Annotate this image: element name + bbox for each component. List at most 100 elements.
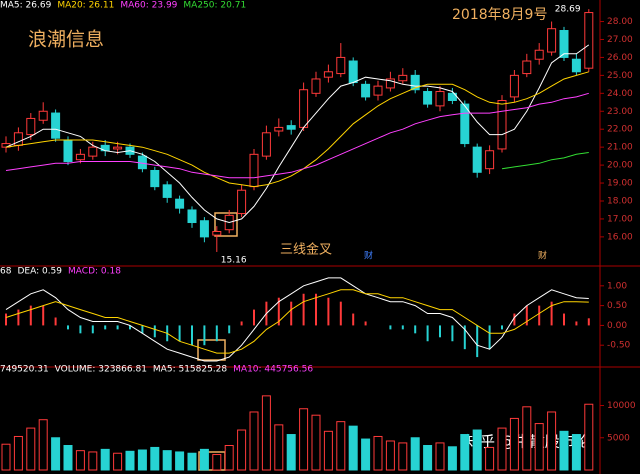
candle-body [435,91,445,107]
event-marker: 财 [538,250,547,262]
volume-bar [100,448,110,471]
volume-bar [261,395,271,471]
candle-body [162,184,172,198]
indicator-line [5,277,589,362]
y-tick-label: 22.00 [607,125,633,135]
volume-bar [447,446,457,471]
candle-body [299,89,309,128]
y-tick-label: 10000 [607,401,636,411]
candle-body [348,60,358,84]
volume-bar [534,423,544,471]
y-tick-label: 24.00 [607,89,633,99]
candle-body [559,30,569,58]
candle-body [212,230,222,236]
candle-body [150,169,160,188]
candle-body [311,78,321,94]
candle-body [547,28,557,53]
volume-bar [175,451,185,471]
volume-bar [299,408,309,471]
volume-bar [423,445,433,471]
volume-bar [274,424,284,471]
candle-body [26,117,36,136]
legend-entry: DEA: 0.59 [17,267,62,277]
y-tick-label: 21.00 [607,143,633,153]
volume-bar [212,454,222,471]
y-tick-label: 19.00 [607,179,633,189]
legend-entry: MA20: 26.11 [57,1,114,11]
y-tick-label: 27.00 [607,35,633,45]
volume-bar [125,450,135,471]
y-tick-label: 5000 [607,433,630,443]
volume-bar [398,442,408,471]
candle-body [274,126,284,132]
candle-body [237,189,247,215]
volume-bar [547,411,557,471]
y-tick-label: 26.00 [607,53,633,63]
volume-bar [137,449,147,471]
candle-body [88,146,98,157]
y-tick-label: -0.50 [607,341,631,351]
y-tick-label: 18.00 [607,196,633,206]
candle-body [175,198,185,209]
candle-body [63,139,73,163]
y-tick-label: 1.00 [607,281,627,291]
volume-bar [559,430,569,471]
volume-bar [361,438,371,471]
volume-bar [26,427,36,471]
volume-bar [509,417,519,471]
y-tick-label: 17.00 [607,214,633,224]
volume-bar [410,437,420,471]
volume-bar [435,442,445,471]
volume-bar [38,419,48,471]
volume-bar [51,437,61,471]
event-marker: 财 [364,250,373,262]
candle-body [460,103,470,145]
candle-body [385,78,395,89]
indicator-line [501,152,589,170]
y-tick-label: 23.00 [607,107,633,117]
y-tick-label: 28.00 [607,17,633,27]
y-tick-label: 16.00 [607,232,633,242]
volume-bar [187,452,197,471]
candle-body [509,74,519,98]
highlight-box [214,212,238,237]
volume-bar [63,445,73,471]
highlight-box [197,339,226,361]
volume-bar [224,445,234,471]
legend-entry: MA10: 445756.56 [233,365,313,375]
volume-bar [88,451,98,471]
candle-body [323,71,333,78]
volume-bar [385,440,395,471]
volume-bar [584,403,594,471]
candle-body [75,153,85,161]
volume-bar [162,450,172,471]
candle-body [584,12,594,69]
low-label: 15.16 [221,255,247,265]
indicator-line [5,92,589,179]
volume-bar [460,434,470,471]
candle-body [361,83,371,98]
volume-bar [1,443,11,471]
candle-body [249,153,259,188]
candle-body [522,60,532,75]
volume-bar [237,429,247,471]
legend-entry: MA60: 23.99 [120,1,177,11]
candle-body [373,85,383,96]
volume-bar [150,446,160,471]
legend-entry: 749520.31 [0,365,49,375]
volume-bar [497,427,507,471]
volume-bar [199,448,209,471]
volume-bar [249,411,259,471]
legend-entry: MA5: 515825.28 [153,365,227,375]
volume-bar [311,414,321,471]
volume-bar [373,435,383,471]
candle-body [423,91,433,105]
candle-body [534,49,544,60]
volume-bar [336,421,346,471]
volume-bar [113,452,123,471]
y-tick-label: 25.00 [607,71,633,81]
volume-bar [472,429,482,471]
candle-body [38,110,48,121]
stock-name: 浪潮信息 [28,29,104,51]
